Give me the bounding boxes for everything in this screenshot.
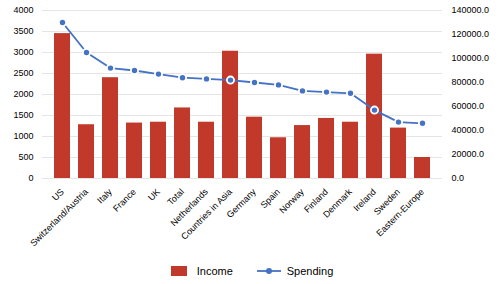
svg-text:Denmark: Denmark	[321, 186, 354, 219]
svg-text:Norway: Norway	[277, 186, 306, 215]
svg-text:3000: 3000	[13, 47, 33, 57]
svg-text:Italy: Italy	[95, 186, 114, 205]
svg-text:Finland: Finland	[302, 186, 330, 215]
svg-text:3500: 3500	[13, 26, 33, 36]
svg-text:80000.0: 80000.0	[452, 77, 485, 87]
svg-text:Countries in Asia: Countries in Asia	[179, 186, 234, 242]
svg-text:France: France	[111, 187, 138, 214]
svg-text:Switzerland/Austria: Switzerland/Austria	[28, 187, 90, 249]
svg-text:60000.0: 60000.0	[452, 101, 485, 111]
svg-text:UK: UK	[146, 187, 162, 203]
svg-text:1000: 1000	[13, 131, 33, 141]
svg-text:4000: 4000	[13, 5, 33, 15]
svg-text:Netherlands: Netherlands	[168, 186, 210, 229]
svg-text:2500: 2500	[13, 68, 33, 78]
svg-text:120000.0: 120000.0	[452, 29, 490, 39]
svg-text:Germany: Germany	[225, 186, 259, 220]
svg-text:140000.0: 140000.0	[452, 5, 490, 15]
svg-text:100000.0: 100000.0	[452, 53, 490, 63]
html-text:Spending: Spending	[286, 265, 334, 277]
svg-text:40000.0: 40000.0	[452, 125, 485, 135]
html-text:Income: Income	[196, 265, 233, 277]
svg-text:0.0: 0.0	[452, 173, 465, 183]
svg-text:Total: Total	[165, 187, 186, 208]
svg-text:Spain: Spain	[258, 186, 282, 211]
svg-text:US: US	[50, 187, 66, 203]
svg-text:20000.0: 20000.0	[452, 149, 485, 159]
svg-text:2000: 2000	[13, 89, 33, 99]
svg-text:1500: 1500	[13, 110, 33, 120]
svg-text:500: 500	[18, 152, 33, 162]
svg-text:Sweden: Sweden	[371, 186, 402, 217]
svg-text:Eastern-Europe: Eastern-Europe	[374, 187, 426, 239]
svg-text:Ireland: Ireland	[351, 186, 378, 214]
svg-text:0: 0	[28, 173, 33, 183]
